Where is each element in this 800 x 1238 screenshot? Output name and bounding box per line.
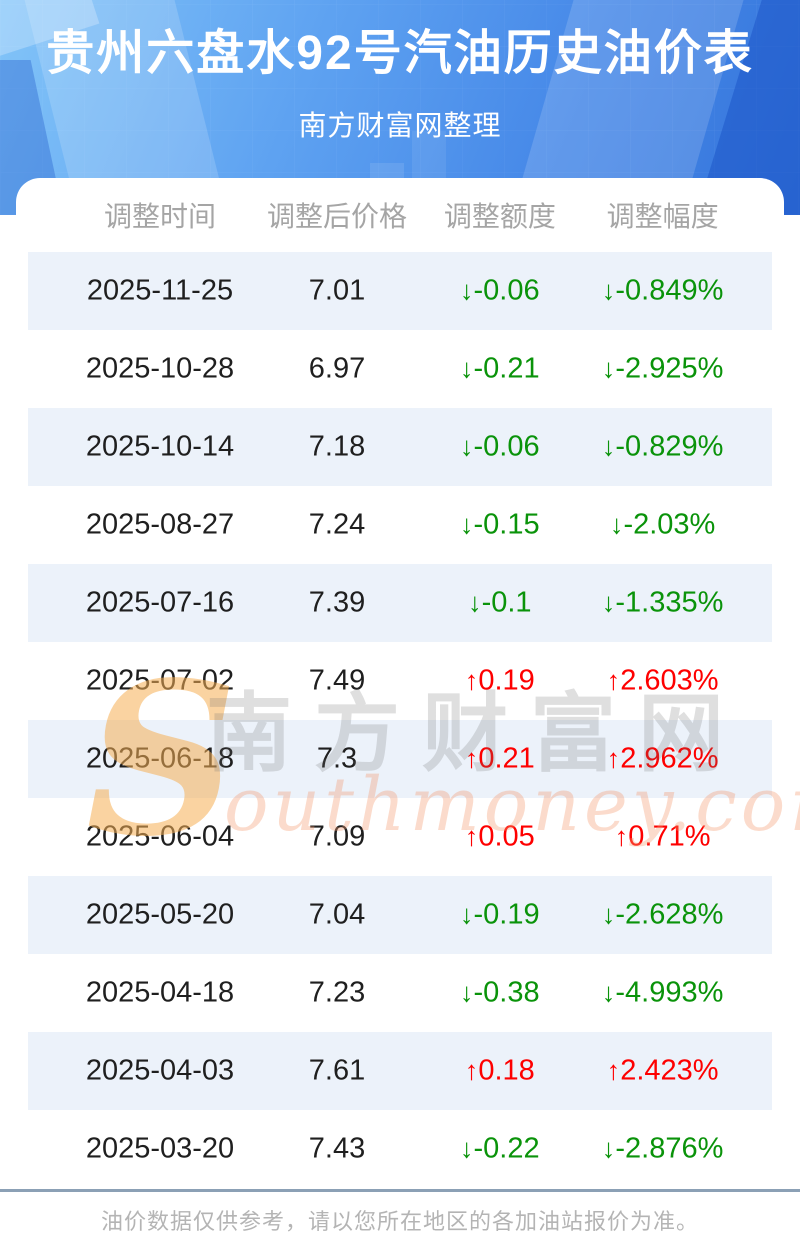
table-row: 2025-10-28 6.97 ↓-0.21 ↓-2.925% bbox=[16, 330, 784, 408]
down-arrow-icon: ↓ bbox=[601, 1133, 616, 1164]
up-arrow-icon: ↑ bbox=[606, 1055, 621, 1086]
table-body: 2025-11-25 7.01 ↓-0.06 ↓-0.849% 2025-10-28 6.… bbox=[16, 252, 784, 1188]
change-percent-value: ↓-2.925% bbox=[601, 352, 724, 385]
column-header-change-percent: 调整幅度 bbox=[606, 201, 719, 232]
change-amount-value: ↑0.19 bbox=[464, 664, 535, 697]
footer: 油价数据仅供参考，请以您所在地区的各加油站报价为准。 bbox=[0, 1189, 800, 1236]
up-arrow-icon: ↑ bbox=[606, 743, 621, 774]
change-percent-value: ↑0.71% bbox=[614, 820, 711, 853]
change-amount-value: ↓-0.19 bbox=[460, 898, 540, 931]
down-arrow-icon: ↓ bbox=[601, 275, 616, 306]
adjust-date-value: 2025-10-28 bbox=[85, 352, 235, 385]
adjusted-price-value: 7.04 bbox=[308, 898, 366, 931]
footer-disclaimer: 油价数据仅供参考，请以您所在地区的各加油站报价为准。 bbox=[100, 1209, 699, 1234]
up-arrow-icon: ↑ bbox=[464, 821, 479, 852]
table-row: 2025-04-03 7.61 ↑0.18 ↑2.423% bbox=[16, 1032, 784, 1110]
down-arrow-icon: ↓ bbox=[460, 509, 474, 540]
table-row: 2025-04-18 7.23 ↓-0.38 ↓-4.993% bbox=[16, 954, 784, 1032]
adjust-date-value: 2025-03-20 bbox=[85, 1132, 235, 1165]
change-percent-value: ↓-4.993% bbox=[601, 976, 724, 1009]
adjusted-price-value: 7.43 bbox=[308, 1132, 366, 1165]
table-row: 2025-07-02 7.49 ↑0.19 ↑2.603% bbox=[16, 642, 784, 720]
adjusted-price-value: 7.49 bbox=[308, 664, 366, 697]
table-row: 2025-11-25 7.01 ↓-0.06 ↓-0.849% bbox=[16, 252, 784, 330]
adjust-date-value: 2025-10-14 bbox=[85, 430, 235, 463]
down-arrow-icon: ↓ bbox=[609, 509, 624, 540]
change-percent-value: ↓-0.829% bbox=[601, 430, 724, 463]
down-arrow-icon: ↓ bbox=[460, 1133, 474, 1164]
up-arrow-icon: ↑ bbox=[614, 821, 629, 852]
change-amount-value: ↓-0.21 bbox=[460, 352, 540, 385]
up-arrow-icon: ↑ bbox=[464, 1055, 479, 1086]
page-title: 贵州六盘水92号汽油历史油价表 bbox=[46, 27, 754, 80]
change-amount-value: ↓-0.22 bbox=[460, 1132, 540, 1165]
down-arrow-icon: ↓ bbox=[468, 587, 482, 618]
adjust-date-value: 2025-06-18 bbox=[85, 742, 235, 775]
down-arrow-icon: ↓ bbox=[460, 899, 474, 930]
adjusted-price-value: 7.24 bbox=[308, 508, 366, 541]
down-arrow-icon: ↓ bbox=[460, 977, 474, 1008]
adjusted-price-value: 6.97 bbox=[308, 352, 366, 385]
change-percent-value: ↓-2.628% bbox=[601, 898, 724, 931]
up-arrow-icon: ↑ bbox=[606, 665, 621, 696]
table-row: 2025-05-20 7.04 ↓-0.19 ↓-2.628% bbox=[16, 876, 784, 954]
up-arrow-icon: ↑ bbox=[464, 665, 479, 696]
down-arrow-icon: ↓ bbox=[601, 587, 616, 618]
adjust-date-value: 2025-04-03 bbox=[85, 1054, 235, 1087]
down-arrow-icon: ↓ bbox=[601, 431, 616, 462]
table-row: 2025-08-27 7.24 ↓-0.15 ↓-2.03% bbox=[16, 486, 784, 564]
down-arrow-icon: ↓ bbox=[460, 431, 474, 462]
hero-banner: 贵州六盘水92号汽油历史油价表 南方财富网整理 bbox=[0, 0, 800, 215]
down-arrow-icon: ↓ bbox=[601, 977, 616, 1008]
change-percent-value: ↑2.603% bbox=[606, 664, 719, 697]
down-arrow-icon: ↓ bbox=[460, 275, 474, 306]
change-amount-value: ↓-0.06 bbox=[460, 430, 540, 463]
column-header-adjust-date: 调整时间 bbox=[103, 201, 217, 232]
adjust-date-value: 2025-08-27 bbox=[85, 508, 235, 541]
page-subtitle: 南方财富网整理 bbox=[298, 110, 502, 141]
table-row: 2025-10-14 7.18 ↓-0.06 ↓-0.829% bbox=[16, 408, 784, 486]
change-amount-value: ↓-0.38 bbox=[460, 976, 540, 1009]
table-row: 2025-07-16 7.39 ↓-0.1 ↓-1.335% bbox=[16, 564, 784, 642]
change-percent-value: ↑2.423% bbox=[606, 1054, 719, 1087]
table-header-row: 调整时间 调整后价格 调整额度 调整幅度 bbox=[16, 178, 784, 252]
adjusted-price-value: 7.61 bbox=[308, 1054, 366, 1087]
adjusted-price-value: 7.39 bbox=[308, 586, 366, 619]
adjust-date-value: 2025-05-20 bbox=[85, 898, 235, 931]
table-row: 2025-06-18 7.3 ↑0.21 ↑2.962% bbox=[16, 720, 784, 798]
adjust-date-value: 2025-07-16 bbox=[85, 586, 235, 619]
change-amount-value: ↓-0.1 bbox=[468, 586, 532, 619]
adjusted-price-value: 7.18 bbox=[308, 430, 366, 463]
change-amount-value: ↑0.21 bbox=[464, 742, 535, 775]
adjusted-price-value: 7.09 bbox=[308, 820, 366, 853]
adjusted-price-value: 7.23 bbox=[308, 976, 366, 1009]
column-header-change-amount: 调整额度 bbox=[443, 201, 556, 232]
price-table-card: 调整时间 调整后价格 调整额度 调整幅度 2025-11-25 7.01 ↓-0.0… bbox=[16, 178, 784, 1189]
change-amount-value: ↑0.18 bbox=[464, 1054, 535, 1087]
adjust-date-value: 2025-11-25 bbox=[86, 274, 234, 307]
change-percent-value: ↓-2.03% bbox=[609, 508, 716, 541]
change-amount-value: ↓-0.06 bbox=[460, 274, 540, 307]
down-arrow-icon: ↓ bbox=[460, 353, 474, 384]
adjust-date-value: 2025-06-04 bbox=[85, 820, 235, 853]
down-arrow-icon: ↓ bbox=[601, 353, 616, 384]
change-percent-value: ↑2.962% bbox=[606, 742, 719, 775]
change-amount-value: ↑0.05 bbox=[464, 820, 535, 853]
adjusted-price-value: 7.01 bbox=[308, 274, 366, 307]
table-row: 2025-03-20 7.43 ↓-0.22 ↓-2.876% bbox=[16, 1110, 784, 1188]
adjust-date-value: 2025-07-02 bbox=[85, 664, 235, 697]
adjusted-price-value: 7.3 bbox=[316, 742, 358, 775]
change-percent-value: ↓-1.335% bbox=[601, 586, 724, 619]
change-percent-value: ↓-0.849% bbox=[601, 274, 724, 307]
column-header-adjusted-price: 调整后价格 bbox=[267, 201, 408, 232]
down-arrow-icon: ↓ bbox=[601, 899, 616, 930]
footer-divider bbox=[0, 1189, 800, 1192]
change-amount-value: ↓-0.15 bbox=[460, 508, 540, 541]
table-row: 2025-06-04 7.09 ↑0.05 ↑0.71% bbox=[16, 798, 784, 876]
up-arrow-icon: ↑ bbox=[464, 743, 479, 774]
change-percent-value: ↓-2.876% bbox=[601, 1132, 724, 1165]
adjust-date-value: 2025-04-18 bbox=[85, 976, 235, 1009]
